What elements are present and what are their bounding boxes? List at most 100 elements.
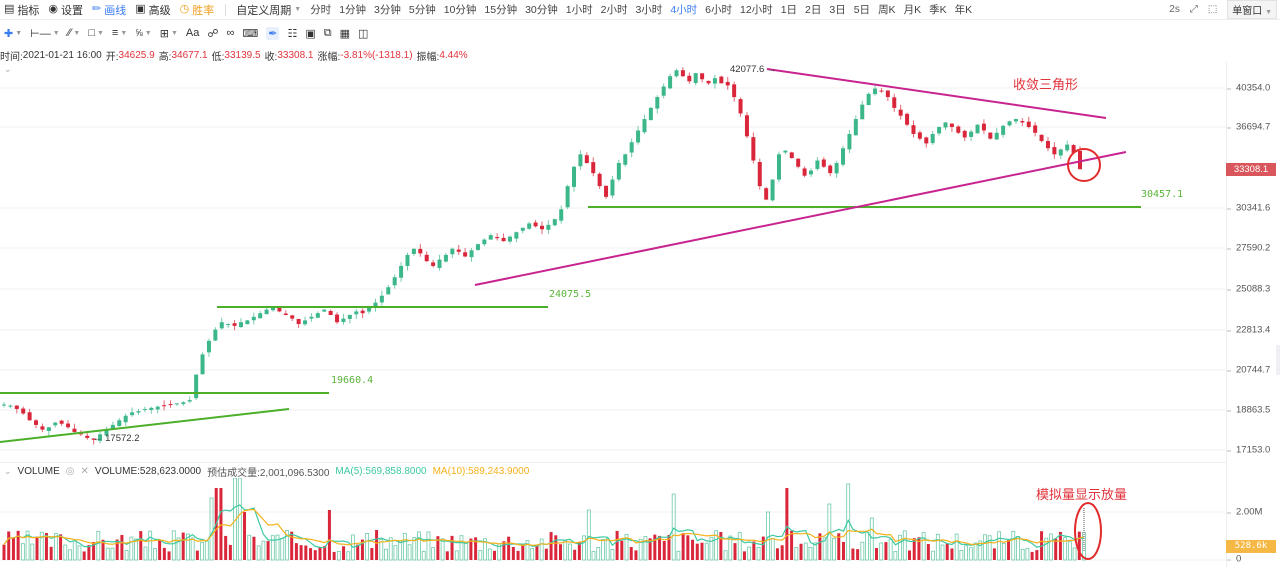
period-tab[interactable]: 周K <box>878 4 896 16</box>
period-tab[interactable]: 1分钟 <box>339 4 367 16</box>
parallel-lines-icon: ≡ <box>111 27 119 39</box>
period-tab[interactable]: 分时 <box>310 4 332 16</box>
price-tick: 18863.5 <box>1226 404 1271 416</box>
delete-tool[interactable]: ◫ <box>358 27 368 40</box>
period-tab[interactable]: 12小时 <box>740 4 773 16</box>
chevron-down-icon: ▼ <box>144 29 152 37</box>
parallel-lines-tool[interactable]: ≡ ▼ <box>112 27 127 39</box>
ruler-tool[interactable]: ⌨ <box>242 27 258 40</box>
text-tool[interactable]: Aa <box>186 27 199 39</box>
unlink-icon: ☍ <box>207 27 219 40</box>
measure-tool[interactable]: ⊞ ▼ <box>160 27 178 40</box>
period-tab[interactable]: 1小时 <box>565 4 593 16</box>
period-tab[interactable]: 年K <box>954 4 973 16</box>
low-marker: ← 17572.2 <box>93 433 140 444</box>
lock-icon: ▣ <box>305 27 316 40</box>
collapse-chevron-icon[interactable]: ⌄ <box>4 465 12 476</box>
period-tab[interactable]: 1日 <box>780 4 798 16</box>
brush-tool[interactable]: ✒ <box>266 26 280 40</box>
text-icon: Aa <box>185 27 200 39</box>
bar-pattern-icon: ☷ <box>287 27 298 40</box>
price-tick: 17153.0 <box>1226 444 1271 456</box>
winrate-button[interactable]: ◷ 胜率 <box>180 2 215 18</box>
crosshair-icon: ✚ <box>4 27 14 40</box>
close-icon[interactable]: ✕ <box>80 465 89 477</box>
advanced-button[interactable]: ▣ 高级 <box>135 2 170 18</box>
triangle-lower <box>474 151 1127 286</box>
candlestick-chart[interactable] <box>0 62 1226 462</box>
window-mode-select[interactable]: 单窗口 ▼ <box>1227 0 1277 19</box>
unlink-tool[interactable]: ☍ <box>207 27 218 40</box>
rectangle-icon: □ <box>88 27 95 39</box>
draw-label: 画线 <box>104 4 127 17</box>
open-value: 34625.9 <box>118 49 155 61</box>
divider <box>225 3 227 16</box>
fullscreen-icon[interactable]: ⤢ <box>1189 4 1198 15</box>
horizontal-segment-tool[interactable]: ⊢— ▼ <box>30 27 60 40</box>
clock-icon: ◷ <box>179 3 190 15</box>
side-panel-handle[interactable] <box>1276 345 1280 375</box>
period-tab[interactable]: 10分钟 <box>443 4 477 16</box>
period-tab[interactable]: 3小时 <box>635 4 663 16</box>
low-label: 低: <box>211 51 225 63</box>
volume-title: VOLUME <box>17 465 60 477</box>
period-tab[interactable]: 6小时 <box>705 4 732 16</box>
chevron-down-icon: ▼ <box>120 29 128 37</box>
period-tab[interactable]: 月K <box>903 4 922 16</box>
pencil-icon: ✏ <box>92 3 102 15</box>
high-label: 高: <box>158 51 172 63</box>
trash-icon: ◫ <box>357 27 369 40</box>
trend-line-icon: ⁄⁄ <box>67 27 72 39</box>
folder-icon: ▣ <box>135 3 146 15</box>
screenshot-tool[interactable]: ▦ <box>340 27 350 40</box>
high-value: 34677.1 <box>171 49 208 61</box>
link-tool[interactable]: ∞ <box>226 27 234 39</box>
amplitude-label: 振幅: <box>416 51 440 63</box>
settings-label: 设置 <box>61 4 84 17</box>
refresh-interval[interactable]: 2s <box>1169 4 1180 15</box>
volume-value: VOLUME:528,623.0000 <box>94 465 202 477</box>
period-tabs: 分时 1分钟 3分钟 5分钟 10分钟 15分钟 30分钟 1小时 2小时 3小时 4小时 6小时 12… <box>306 2 976 17</box>
volume-axis[interactable]: 2.00M 0 <box>1226 462 1280 567</box>
price-axis[interactable]: 40354.0 36694.7 30341.6 27590.2 25088.3 22813… <box>1226 62 1280 462</box>
chevron-down-icon: ▼ <box>73 29 81 37</box>
volume-chart[interactable] <box>0 478 1226 567</box>
open-label: 开: <box>105 51 119 63</box>
rectangle-tool[interactable]: □ ▼ <box>88 27 104 39</box>
trend-line-tool[interactable]: ⁄⁄ ▼ <box>68 27 81 39</box>
settings-gear-icon[interactable]: ◎ <box>65 465 75 477</box>
settings-button[interactable]: ◉ 设置 <box>48 2 83 18</box>
fibonacci-tool[interactable]: ⅝ ▼ <box>135 28 151 38</box>
chevron-down-icon: ▼ <box>1265 9 1272 16</box>
period-tab[interactable]: 2日 <box>805 4 822 16</box>
copy-tool[interactable]: ⧉ <box>324 27 332 40</box>
period-tab[interactable]: 15分钟 <box>484 4 518 16</box>
link-icon: ∞ <box>226 27 235 39</box>
period-tab[interactable]: 季K <box>929 4 947 16</box>
ruler-icon: ⌨ <box>242 27 259 40</box>
chevron-down-icon: ▼ <box>294 6 302 13</box>
period-tab[interactable]: 3分钟 <box>374 4 401 16</box>
indicators-button[interactable]: ▤ 指标 <box>4 2 39 18</box>
low-marker-value: 17572.2 <box>105 433 140 444</box>
time-value: 2021-01-21 16:00 <box>22 49 102 61</box>
price-tick: 25088.3 <box>1226 283 1271 295</box>
price-tick: 40354.0 <box>1226 82 1271 94</box>
period-tab[interactable]: 2小时 <box>600 4 628 16</box>
period-tab[interactable]: 5分钟 <box>408 4 436 16</box>
bar-pattern-tool[interactable]: ☷ <box>287 27 297 40</box>
period-tab[interactable]: 3日 <box>829 4 846 16</box>
segment-icon: ⊢— <box>30 27 51 40</box>
add-window-icon[interactable]: ⬚ <box>1207 4 1218 15</box>
ohlc-info: 时间: 2021-01-21 16:00 开: 34625.9 高: 34677… <box>0 48 472 63</box>
period-tab[interactable]: 5日 <box>853 4 871 16</box>
period-tab[interactable]: 4小时 <box>670 4 698 16</box>
period-tab[interactable]: 30分钟 <box>525 4 558 16</box>
collapse-chevron-icon[interactable]: ⌄ <box>4 64 12 74</box>
draw-button[interactable]: ✏ 画线 <box>92 2 126 18</box>
crosshair-tool[interactable]: ✚ ▼ <box>4 27 22 40</box>
level-label-3: 30457.1 <box>1141 189 1184 200</box>
custom-period-dropdown[interactable]: 自定义周期 ▼ <box>236 2 301 18</box>
lock-tool[interactable]: ▣ <box>305 27 315 40</box>
high-marker: 42077.6 → <box>730 64 777 75</box>
